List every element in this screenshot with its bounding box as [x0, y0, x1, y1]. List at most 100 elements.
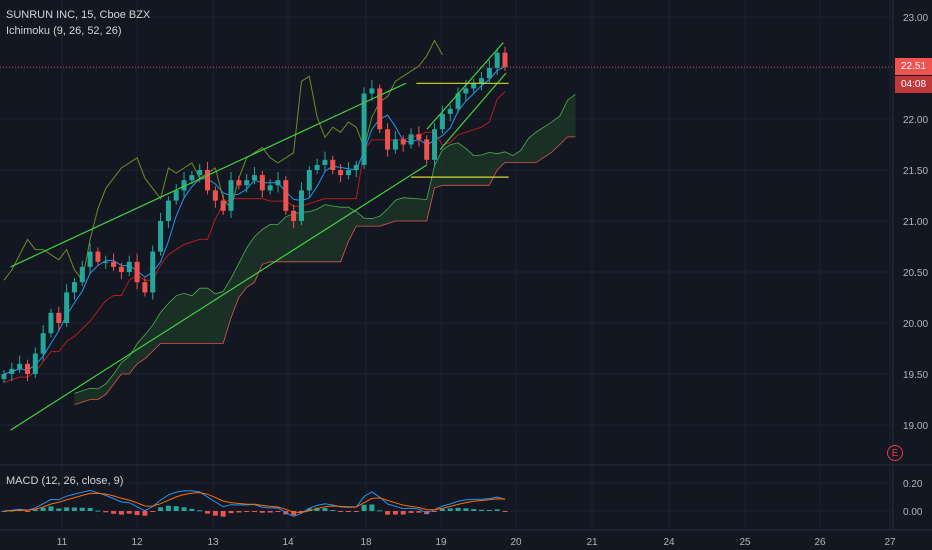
candle-body [1, 374, 7, 380]
macd-histogram-bar [87, 508, 93, 511]
earnings-badge[interactable]: E [887, 445, 903, 461]
price-tick-label: 20.50 [903, 268, 928, 279]
macd-histogram-bar [267, 511, 273, 513]
macd-histogram-bar [56, 508, 62, 511]
time-tick-label: 18 [360, 537, 372, 548]
candle-body [103, 261, 109, 263]
macd-histogram-bar [463, 508, 469, 511]
price-tick-label: 19.50 [903, 370, 928, 381]
senkou-span-b-line [74, 136, 576, 405]
time-tick-label: 25 [739, 537, 751, 548]
candle-body [32, 353, 38, 374]
trend-line[interactable] [10, 82, 407, 268]
candle-body [48, 312, 54, 334]
candle-body [259, 175, 265, 191]
candle-body [400, 139, 406, 145]
time-tick-label: 27 [884, 537, 896, 548]
macd-histogram-bar [439, 508, 445, 511]
macd-histogram-bar [447, 508, 453, 511]
time-tick-label: 24 [663, 537, 675, 548]
macd-signal-line [3, 492, 506, 514]
macd-histogram-bar [24, 511, 30, 512]
candle-body [424, 139, 430, 160]
trend-line[interactable] [439, 72, 507, 150]
candle-body [236, 180, 242, 186]
candle-body [24, 363, 30, 374]
macd-axis[interactable]: 0.20 0.00 [903, 479, 923, 518]
candle-body [479, 78, 485, 84]
candle-body [9, 368, 15, 374]
macd-histogram-bar [306, 508, 312, 511]
macd-histogram-bar [48, 506, 54, 511]
macd-histogram-bar [345, 511, 351, 512]
candle-body [173, 190, 179, 201]
macd-legend[interactable]: MACD (12, 26, close, 9) [6, 475, 124, 487]
candle-body [361, 93, 367, 165]
candle-body [17, 363, 23, 369]
macd-histogram-bar [1, 511, 7, 512]
macd-histogram-bar [32, 509, 38, 511]
macd-histogram-bar [79, 507, 85, 511]
candle-body [298, 190, 304, 221]
time-tick-label: 11 [57, 537, 68, 548]
macd-histogram-bar [118, 511, 124, 515]
candle-body [142, 282, 148, 293]
macd-histogram-bar [252, 511, 257, 512]
macd-pane [0, 482, 893, 517]
candle-body [345, 170, 351, 176]
macd-histogram-bar [205, 511, 211, 514]
price-tick-label: 19.00 [903, 421, 928, 432]
candle-body [71, 282, 77, 293]
candle-body [338, 170, 344, 176]
macd-histogram-bar [361, 504, 367, 511]
candle-body [322, 159, 328, 165]
candle-body [471, 83, 477, 89]
tenkan-sen-line [3, 66, 506, 375]
macd-histogram-bar [181, 507, 187, 511]
candle-body [56, 312, 62, 323]
ichimoku-legend[interactable]: Ichimoku (9, 26, 52, 26) [6, 25, 122, 37]
kijun-sen-line [3, 91, 506, 383]
macd-histogram-bar [338, 511, 344, 512]
trend-line-drawings[interactable] [10, 42, 509, 431]
macd-histogram-bar [471, 509, 477, 511]
macd-histogram-bar [173, 506, 179, 511]
senkou-span-a-line [74, 93, 576, 394]
macd-histogram-bar [432, 511, 438, 512]
candle-body [158, 221, 164, 252]
candle-body [330, 159, 336, 170]
candle-body [95, 251, 101, 262]
macd-histogram-bar [486, 509, 492, 511]
price-tick-label: 22.00 [903, 115, 928, 126]
macd-histogram-bar [212, 511, 218, 516]
trend-line[interactable] [426, 42, 504, 130]
candle-body [197, 170, 203, 176]
candle-body [385, 129, 391, 150]
macd-tick-label: 0.20 [903, 479, 923, 490]
macd-histogram-bar [400, 511, 406, 515]
macd-histogram-bar [95, 510, 101, 512]
candle-body [244, 180, 250, 186]
time-tick-label: 14 [282, 537, 294, 548]
candle-body [126, 261, 132, 272]
macd-histogram-bar [502, 511, 508, 512]
macd-histogram-bar [291, 511, 297, 516]
indicator-lines [3, 39, 506, 383]
macd-histogram-bar [158, 507, 164, 511]
time-tick-label: 21 [586, 537, 598, 548]
macd-histogram-bar [369, 504, 375, 511]
candle-body [181, 180, 187, 191]
candle-body [353, 164, 359, 170]
macd-histogram-bar [479, 509, 485, 511]
time-tick-label: 19 [435, 537, 447, 548]
candle-body [291, 210, 297, 221]
time-axis[interactable]: 11 12 13 14 18 19 20 21 24 25 26 27 [57, 537, 896, 548]
macd-histogram-bar [165, 505, 171, 511]
symbol-title[interactable]: SUNRUN INC, 15, Cboe BZX [6, 9, 151, 21]
candle-body [189, 175, 195, 181]
candle-body [79, 266, 85, 283]
ichimoku-cloud [74, 93, 576, 405]
macd-histogram-bar [244, 511, 250, 512]
trend-line[interactable] [10, 164, 428, 431]
